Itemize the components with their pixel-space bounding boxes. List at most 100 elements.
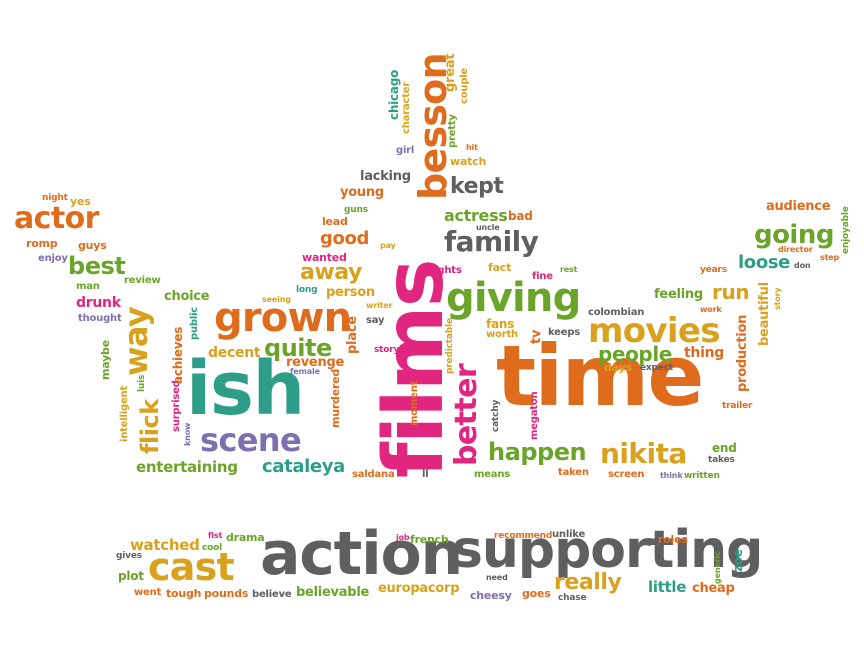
word-taken: taken	[558, 467, 589, 478]
word-family: family	[444, 225, 539, 258]
word-lacking: lacking	[360, 169, 411, 184]
word-fans: fans	[486, 317, 515, 331]
word-drunk: drunk	[76, 295, 121, 311]
word-flick: flick	[136, 399, 164, 454]
word-writer: writer	[366, 301, 393, 310]
word-trailer: trailer	[722, 401, 753, 411]
word-director: director	[778, 245, 813, 254]
word-better: better	[449, 363, 484, 466]
word-catchy: catchy	[491, 399, 501, 432]
word-pay: pay	[380, 241, 396, 250]
word-decent: decent	[208, 345, 261, 361]
word-colombian: colombian	[588, 307, 645, 318]
word-time: time	[496, 327, 704, 425]
word-generic: generic	[713, 551, 722, 584]
word-don: don	[794, 261, 811, 270]
word-rest: rest	[560, 265, 578, 274]
word-good: good	[320, 228, 370, 249]
word-romp: romp	[26, 237, 58, 250]
word-think: think	[660, 471, 683, 480]
word-ish: ish	[186, 346, 305, 432]
word-bad: bad	[508, 209, 533, 223]
word-guys: guys	[78, 239, 107, 252]
word-actress: actress	[444, 206, 508, 225]
word-pretty: pretty	[447, 114, 458, 148]
word-great: great	[443, 53, 458, 92]
word-review: review	[124, 275, 161, 286]
word-ll: ll	[422, 469, 429, 480]
word-best: best	[68, 252, 126, 280]
word-entertaining: entertaining	[136, 458, 238, 476]
word-uncle: uncle	[476, 223, 500, 232]
word-achieves: achieves	[171, 326, 185, 384]
word-tough: tough	[166, 587, 202, 600]
word-actor: actor	[14, 201, 99, 236]
word-surprised: surprised	[171, 380, 182, 432]
word-enjoy: enjoy	[38, 253, 68, 264]
word-story: story	[773, 287, 782, 310]
word-chicago: chicago	[387, 69, 401, 120]
word-going: going	[754, 220, 834, 250]
word-fist: fist	[208, 531, 223, 540]
word-public: public	[189, 306, 200, 340]
word-man: man	[76, 281, 100, 292]
word-happen: happen	[488, 438, 587, 466]
word-cheap: cheap	[692, 581, 735, 596]
word-nikita: nikita	[600, 437, 687, 470]
word-beautiful: beautiful	[757, 282, 772, 346]
word-enjoyable: enjoyable	[841, 206, 851, 254]
word-wanted: wanted	[302, 251, 347, 264]
word-supporting: supporting	[452, 520, 763, 580]
word-keeps: keeps	[548, 327, 581, 338]
word-movies: movies	[588, 311, 721, 351]
word-action: action	[260, 519, 463, 589]
word-takes: takes	[708, 455, 735, 465]
word-screen: screen	[608, 469, 645, 480]
word-written: written	[684, 471, 720, 481]
word-days: days	[604, 361, 632, 374]
word-fine: fine	[532, 271, 553, 282]
word-unlike: unlike	[552, 529, 586, 540]
word-giving: giving	[446, 275, 581, 321]
word-roles: roles	[658, 533, 688, 546]
word-quite: quite	[264, 334, 332, 362]
word-job: job	[396, 533, 410, 542]
word-recommend: recommend	[494, 531, 553, 541]
word-place: place	[345, 316, 360, 354]
word-seeing: seeing	[262, 295, 291, 304]
word-worth: worth	[486, 329, 518, 340]
word-end: end	[712, 441, 737, 455]
word-believable: believable	[296, 585, 370, 600]
word-europacorp: europacorp	[378, 581, 460, 596]
word-chase: chase	[558, 593, 587, 603]
word-female: female	[290, 367, 320, 376]
word-long: long	[296, 285, 318, 295]
word-run: run	[712, 280, 750, 304]
word-intelligent: intelligent	[119, 385, 130, 442]
word-say: say	[366, 315, 385, 326]
word-films: films	[367, 260, 462, 478]
word-goes: goes	[522, 587, 551, 600]
word-people: people	[598, 342, 672, 366]
word-murdered: murdered	[329, 368, 342, 428]
word-cool: cool	[202, 543, 223, 553]
word-yes: yes	[70, 195, 91, 208]
word-little: little	[648, 578, 687, 596]
word-luis: luis	[137, 374, 147, 392]
word-girl: girl	[396, 145, 415, 156]
word-years: years	[700, 265, 727, 275]
word-means: means	[474, 469, 511, 480]
word-plot: plot	[118, 569, 144, 583]
word-work: work	[700, 305, 722, 314]
word-watched: watched	[130, 536, 200, 554]
word-revenge: revenge	[286, 355, 345, 370]
word-way: way	[117, 306, 155, 376]
word-watch: watch	[450, 155, 487, 168]
word-feeling: feeling	[654, 287, 703, 302]
word-moment: moment	[409, 380, 420, 426]
word-expect: expect	[640, 363, 674, 373]
word-storyline: storyline	[374, 345, 418, 355]
word-audience: audience	[766, 199, 831, 214]
word-person: person	[326, 285, 375, 300]
word-pounds: pounds	[204, 587, 249, 600]
